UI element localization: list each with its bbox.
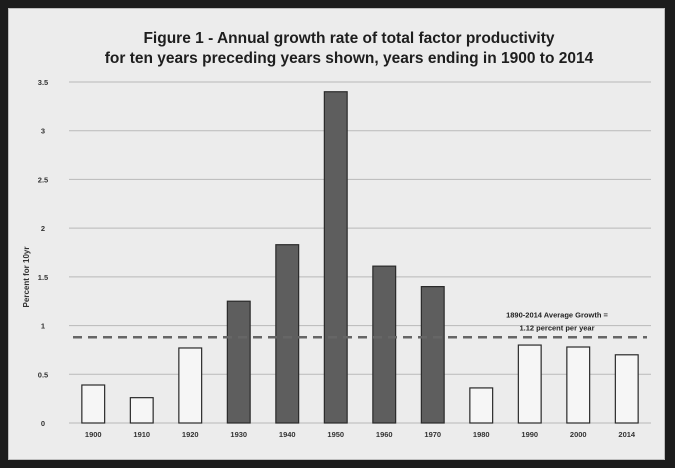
bar-1920 xyxy=(178,347,203,424)
x-tick-label: 1980 xyxy=(473,430,490,439)
x-tick-label: 1940 xyxy=(279,430,296,439)
y-tick-label: 1.5 xyxy=(38,273,48,282)
y-tick-label: 0 xyxy=(41,419,45,428)
y-axis-label: Percent for 10yr xyxy=(22,247,31,308)
x-tick-label: 1910 xyxy=(133,430,150,439)
y-tick-label: 3 xyxy=(41,127,45,136)
average-annotation-line-1: 1890-2014 Average Growth = xyxy=(506,310,608,319)
y-tick-label: 1 xyxy=(41,322,45,331)
y-tick-label: 2 xyxy=(41,224,45,233)
bar-1950 xyxy=(323,91,348,424)
x-tick-label: 1920 xyxy=(182,430,199,439)
y-tick-label: 2.5 xyxy=(38,175,48,184)
x-tick-label: 1930 xyxy=(230,430,247,439)
bar-1900 xyxy=(81,384,106,424)
y-tick-label: 0.5 xyxy=(38,370,48,379)
x-tick-label: 1950 xyxy=(327,430,344,439)
x-tick-label: 1970 xyxy=(424,430,441,439)
bar-1970 xyxy=(420,286,445,424)
x-tick-label: 2014 xyxy=(618,430,636,439)
bar-2000 xyxy=(566,346,591,424)
x-tick-label: 1990 xyxy=(521,430,538,439)
bar-1930 xyxy=(226,300,251,424)
x-tick-label: 1960 xyxy=(376,430,393,439)
bar-1980 xyxy=(469,387,494,424)
x-tick-label: 1900 xyxy=(85,430,102,439)
chart-title-line-1: Figure 1 - Annual growth rate of total f… xyxy=(143,30,554,47)
bar-1910 xyxy=(129,397,154,424)
x-tick-label: 2000 xyxy=(570,430,587,439)
bar-1960 xyxy=(372,265,397,424)
chart-title-line-2: for ten years preceding years shown, yea… xyxy=(105,50,594,67)
bar-chart: Figure 1 - Annual growth rate of total f… xyxy=(22,30,651,439)
bar-2014 xyxy=(614,354,639,424)
y-tick-label: 3.5 xyxy=(38,78,48,87)
bar-1990 xyxy=(517,344,542,424)
average-annotation-line-2: 1.12 percent per year xyxy=(519,323,594,332)
chart-frame: Figure 1 - Annual growth rate of total f… xyxy=(8,8,665,460)
bar-1940 xyxy=(275,244,300,424)
